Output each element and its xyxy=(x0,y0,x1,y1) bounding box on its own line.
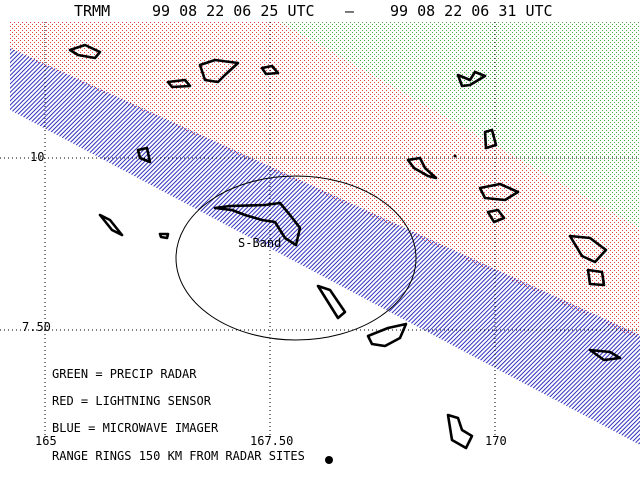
swaths xyxy=(10,22,640,445)
radar-site-label: S-Band xyxy=(238,236,281,250)
island xyxy=(483,128,498,150)
island xyxy=(446,413,474,450)
start-time: 99 08 22 06 25 UTC xyxy=(152,2,315,20)
island xyxy=(198,58,240,84)
legend-entry: BLUE = MICROWAVE IMAGER xyxy=(52,421,219,435)
island xyxy=(453,154,457,158)
island xyxy=(478,182,520,202)
island xyxy=(213,201,302,247)
island xyxy=(260,64,280,76)
island xyxy=(366,322,408,348)
lon-label: 167.50 xyxy=(250,434,293,448)
island xyxy=(136,146,152,164)
island xyxy=(568,234,608,264)
end-time: 99 08 22 06 31 UTC xyxy=(390,2,553,20)
separator: — xyxy=(345,2,355,20)
legend-entry: RED = LIGHTNING SENSOR xyxy=(52,394,212,408)
island xyxy=(486,208,506,224)
island xyxy=(68,43,102,60)
island xyxy=(588,348,622,362)
satellite: TRMM xyxy=(74,2,110,20)
island xyxy=(316,284,347,320)
island xyxy=(158,232,170,240)
island xyxy=(586,268,606,287)
lat-label: 7.50 xyxy=(22,320,51,334)
microwave-swath xyxy=(10,48,640,445)
labels: TRMM 99 08 22 06 25 UTC — 99 08 22 06 31… xyxy=(22,2,553,463)
islands xyxy=(68,43,622,464)
island xyxy=(166,78,192,89)
lon-label: 165 xyxy=(35,434,57,448)
range-ring xyxy=(175,175,417,341)
island xyxy=(98,213,124,237)
island xyxy=(406,156,438,180)
graticule xyxy=(0,22,640,435)
lat-label: 10 xyxy=(30,150,44,164)
radar-site-dot xyxy=(325,456,333,464)
island xyxy=(456,70,487,88)
legend-entry: GREEN = PRECIP RADAR xyxy=(52,367,197,381)
legend-entry: RANGE RINGS 150 KM FROM RADAR SITES xyxy=(52,449,305,463)
precip-radar-swath xyxy=(280,22,640,228)
lon-label: 170 xyxy=(485,434,507,448)
